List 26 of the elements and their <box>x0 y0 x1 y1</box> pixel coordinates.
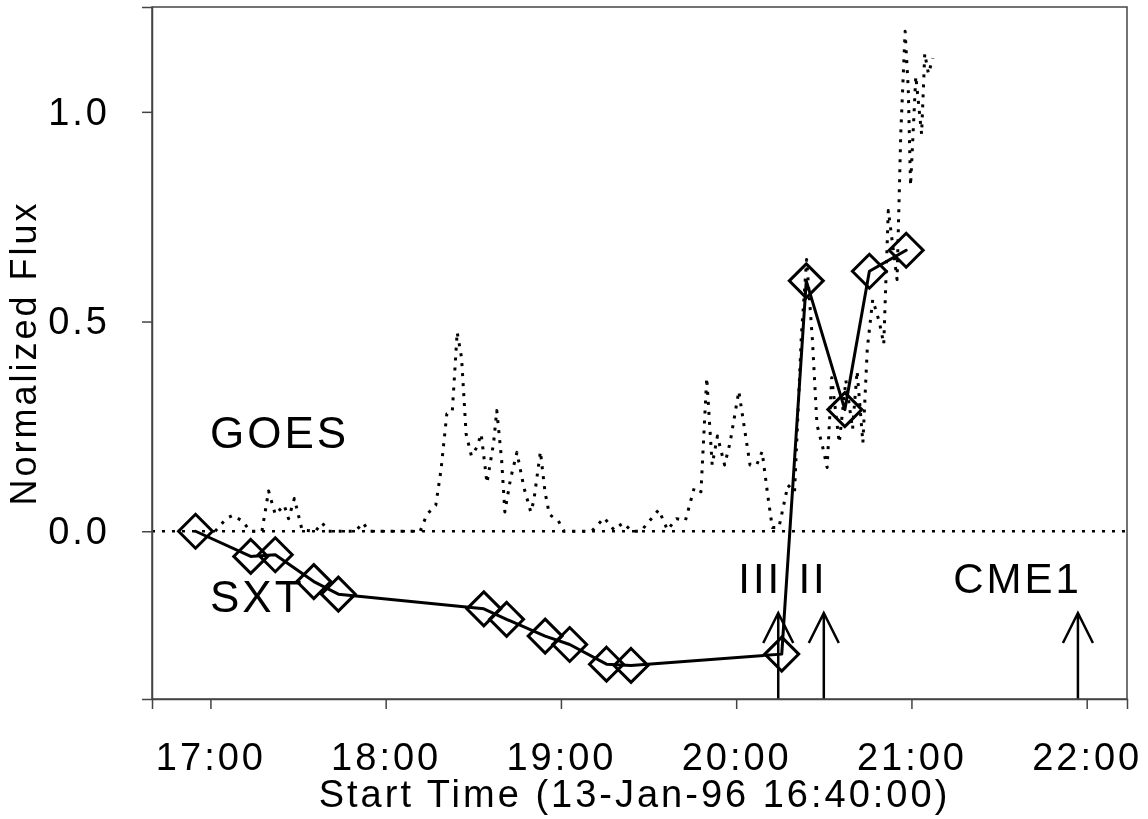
point <box>763 635 801 673</box>
point <box>826 391 864 429</box>
point <box>850 252 888 290</box>
y-tick-label: 0.5 <box>48 300 110 343</box>
point <box>551 626 589 663</box>
point <box>787 262 825 300</box>
series-label: SXT <box>210 572 305 621</box>
ref-line-label: II <box>798 555 828 602</box>
ref-line-label: CME1 <box>953 555 1082 602</box>
point <box>526 617 564 655</box>
point <box>887 231 925 269</box>
point <box>256 536 294 574</box>
series-label: GOES <box>210 408 350 457</box>
x-tick-label: 22:00 <box>1032 735 1143 778</box>
point <box>588 645 625 683</box>
point <box>612 646 650 684</box>
y-tick-label: 1.0 <box>48 90 110 133</box>
y-axis-title: Normalized Flux <box>3 200 44 506</box>
x-tick-label: 17:00 <box>155 735 266 778</box>
point <box>319 575 357 613</box>
point <box>177 512 214 550</box>
y-tick-label: 0.0 <box>48 509 110 552</box>
point <box>232 537 270 575</box>
point <box>488 600 526 638</box>
ref-line-label: III <box>738 555 783 602</box>
point <box>465 590 503 628</box>
